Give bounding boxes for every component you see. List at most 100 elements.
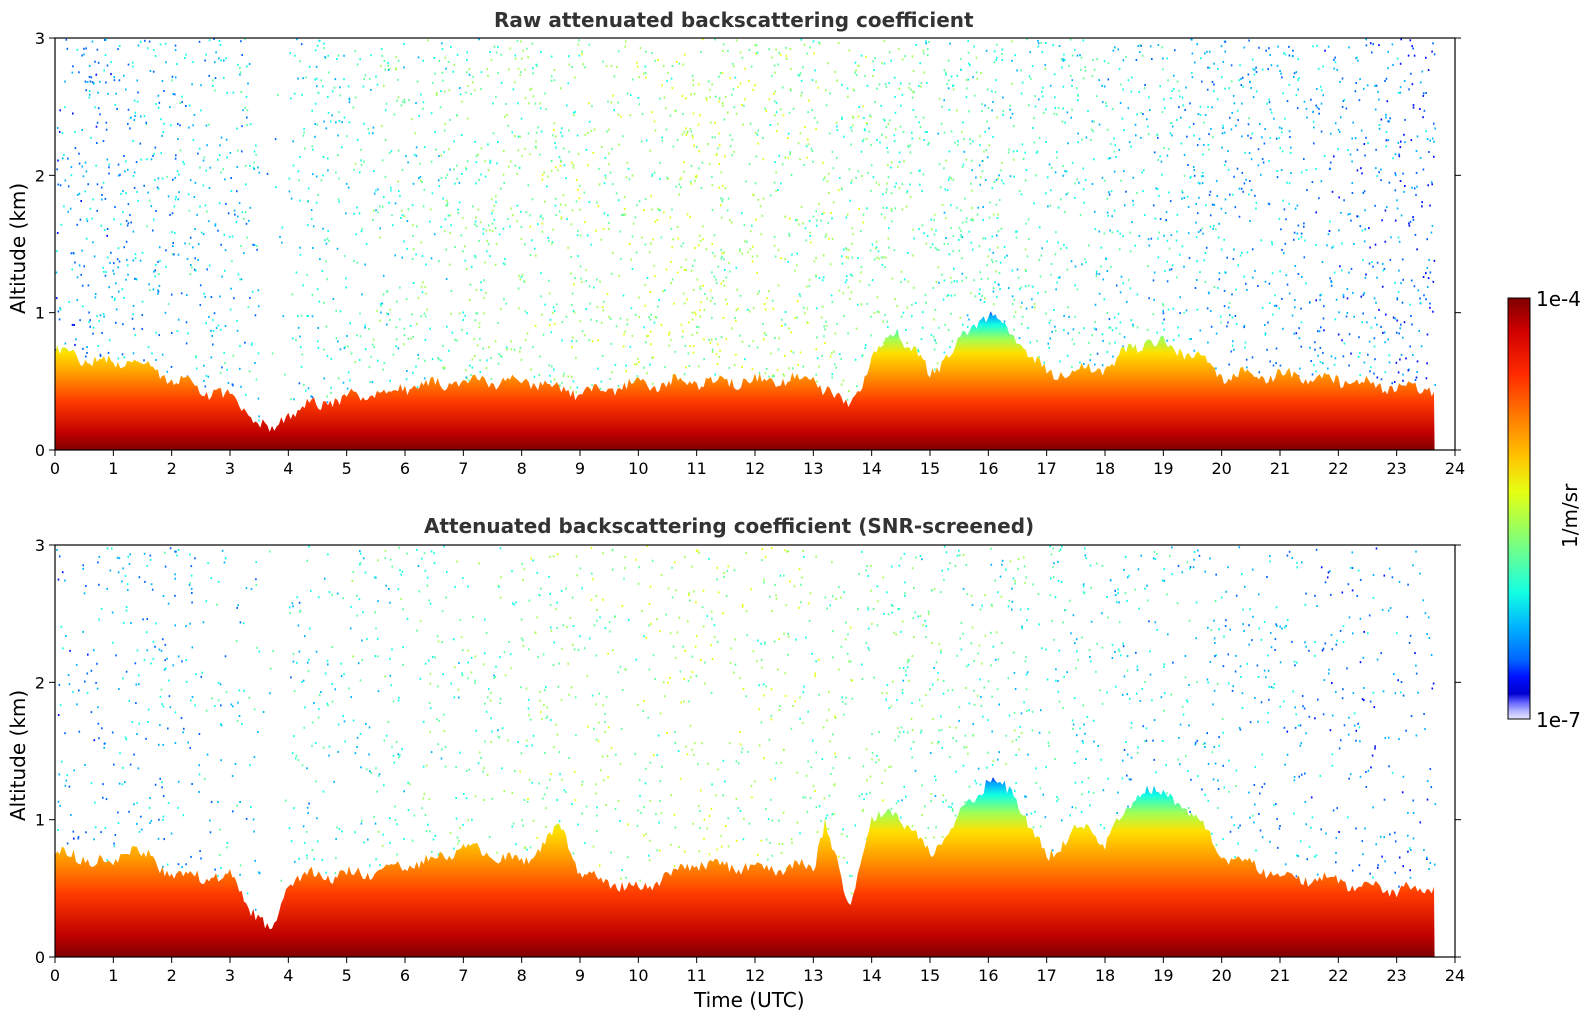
noise-speck [961, 166, 964, 169]
noise-speck [882, 576, 885, 579]
noise-speck [784, 156, 787, 159]
noise-speck [1232, 344, 1234, 347]
noise-speck [600, 380, 603, 383]
noise-speck [493, 218, 496, 221]
noise-speck [1153, 550, 1156, 553]
noise-speck [978, 292, 981, 295]
noise-speck [890, 207, 893, 210]
noise-speck [860, 150, 863, 153]
noise-speck [1385, 139, 1388, 142]
noise-speck [341, 121, 343, 124]
noise-speck [412, 248, 415, 250]
noise-speck [805, 239, 807, 242]
noise-speck [1046, 176, 1049, 179]
noise-speck [299, 253, 302, 256]
noise-speck [806, 52, 808, 55]
noise-speck [643, 326, 645, 329]
noise-speck [965, 276, 968, 279]
noise-speck [1071, 161, 1074, 164]
noise-speck [1425, 272, 1427, 275]
noise-speck [333, 86, 336, 89]
noise-speck [816, 336, 818, 339]
noise-speck [1407, 811, 1409, 814]
noise-speck [1195, 221, 1197, 224]
noise-speck [698, 850, 701, 853]
noise-speck [1275, 606, 1278, 609]
noise-speck [803, 43, 806, 46]
noise-speck [373, 192, 376, 195]
noise-speck [375, 75, 377, 78]
noise-speck [694, 179, 696, 182]
noise-speck [572, 625, 575, 627]
noise-speck [145, 631, 148, 634]
noise-speck [1154, 558, 1157, 561]
noise-speck [1069, 38, 1072, 41]
noise-speck [909, 151, 912, 154]
noise-speck [179, 149, 182, 152]
noise-speck [725, 95, 727, 98]
noise-speck [1333, 155, 1335, 158]
noise-speck [105, 81, 107, 84]
noise-speck [858, 208, 860, 210]
noise-speck [775, 48, 777, 51]
noise-speck [113, 218, 115, 221]
noise-speck [702, 589, 705, 592]
noise-speck [330, 386, 332, 389]
noise-speck [610, 65, 613, 67]
noise-speck [575, 391, 577, 394]
noise-speck [211, 335, 213, 337]
noise-speck [1415, 193, 1417, 196]
noise-speck [866, 779, 868, 782]
noise-speck [935, 229, 937, 232]
noise-speck [282, 315, 285, 318]
noise-speck [1053, 309, 1055, 311]
noise-speck [425, 263, 427, 266]
x-tick-label: 13 [803, 459, 823, 478]
noise-speck [931, 642, 933, 644]
noise-speck [1273, 304, 1276, 307]
noise-speck [380, 303, 382, 306]
noise-speck [412, 224, 414, 227]
noise-speck [550, 160, 553, 162]
noise-speck [1349, 212, 1351, 215]
noise-speck [796, 252, 798, 255]
noise-speck [562, 194, 565, 197]
noise-speck [1422, 92, 1425, 95]
noise-speck [275, 186, 277, 189]
noise-speck [721, 72, 724, 75]
noise-speck [464, 314, 466, 317]
noise-speck [1090, 586, 1092, 589]
noise-speck [836, 322, 838, 325]
noise-speck [1374, 745, 1376, 748]
noise-speck [777, 284, 780, 287]
noise-speck [1066, 111, 1069, 114]
noise-speck [846, 248, 848, 251]
noise-speck [1069, 814, 1071, 817]
noise-speck [1111, 643, 1114, 646]
noise-speck [1430, 231, 1433, 234]
noise-speck [319, 258, 321, 261]
noise-speck [195, 367, 198, 370]
noise-speck [113, 79, 116, 82]
noise-speck [83, 47, 85, 50]
noise-speck [755, 218, 757, 221]
noise-speck [733, 65, 735, 68]
noise-speck [284, 373, 286, 376]
noise-speck [1079, 54, 1081, 57]
noise-speck [1211, 106, 1213, 109]
noise-speck [1396, 57, 1399, 60]
noise-speck [1071, 108, 1073, 111]
noise-speck [606, 755, 609, 757]
noise-speck [1271, 243, 1273, 246]
noise-speck [139, 259, 142, 262]
noise-speck [96, 687, 99, 690]
noise-speck [872, 176, 875, 179]
noise-speck [971, 248, 974, 251]
noise-speck [1095, 275, 1098, 278]
noise-speck [1190, 337, 1192, 340]
noise-speck [85, 89, 87, 92]
noise-speck [356, 614, 358, 617]
noise-speck [78, 264, 81, 267]
noise-speck [1343, 98, 1346, 101]
noise-speck [1399, 91, 1402, 94]
